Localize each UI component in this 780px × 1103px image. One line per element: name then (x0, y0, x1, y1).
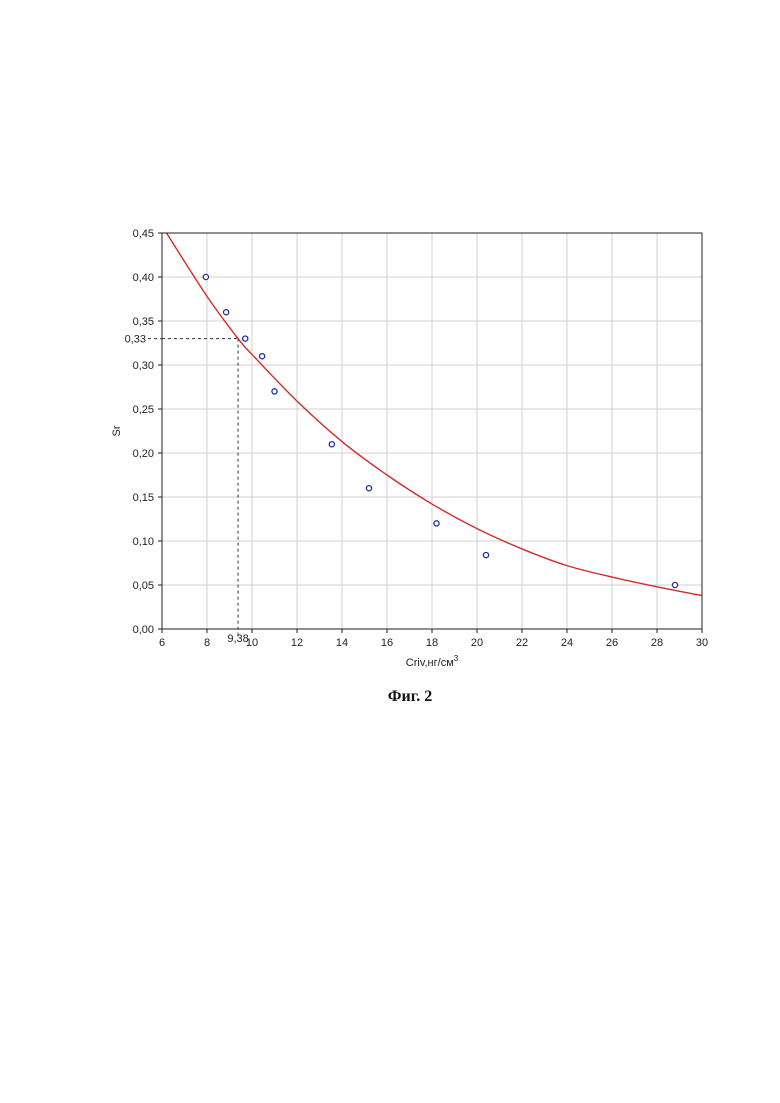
y-tick-label: 0,35 (133, 316, 154, 328)
guide-lines (162, 339, 238, 637)
y-tick-label: 0,45 (133, 228, 154, 240)
figure-caption: Фиг. 2 (0, 688, 780, 706)
x-tick-label: 22 (516, 637, 528, 649)
x-axis-label-sup: 3 (454, 654, 459, 663)
x-tick-label: 26 (606, 637, 618, 649)
data-point (434, 521, 439, 526)
x-tick-label: 8 (204, 637, 210, 649)
data-point (366, 486, 371, 491)
y-tick-label: 0,20 (133, 448, 154, 460)
tick-labels: 6810121416182022242628300,000,050,100,15… (133, 228, 709, 649)
data-point (329, 442, 334, 447)
annotation-y-value: 0,33 (125, 334, 146, 346)
x-tick-label: 18 (426, 637, 438, 649)
y-tick-label: 0,10 (133, 536, 154, 548)
y-tick-label: 0,40 (133, 272, 154, 284)
y-tick-label: 0,25 (133, 404, 154, 416)
x-tick-label: 20 (471, 637, 483, 649)
data-point (483, 552, 488, 557)
x-tick-label: 12 (291, 637, 303, 649)
y-tick-label: 0,30 (133, 360, 154, 372)
data-point (272, 389, 277, 394)
data-point (243, 336, 248, 341)
x-tick-label: 14 (336, 637, 348, 649)
x-tick-label: 24 (561, 637, 573, 649)
x-tick-label: 30 (696, 637, 708, 649)
grid (162, 233, 702, 629)
data-point (260, 354, 265, 359)
x-axis-label-text: Criv,нг/см (406, 657, 454, 669)
data-point (203, 274, 208, 279)
annotation-x-value: 9,38 (227, 633, 248, 645)
data-point (224, 310, 229, 315)
x-tick-label: 16 (381, 637, 393, 649)
x-axis-label: Criv,нг/см3 (406, 654, 459, 669)
y-tick-label: 0,15 (133, 492, 154, 504)
x-tick-label: 6 (159, 637, 165, 649)
annotation-labels: 0,33 9,38 (125, 334, 249, 645)
y-tick-label: 0,05 (133, 580, 154, 592)
data-point (672, 582, 677, 587)
x-tick-label: 28 (651, 637, 663, 649)
y-axis-label: Sr (111, 425, 123, 436)
y-tick-label: 0,00 (133, 624, 154, 636)
